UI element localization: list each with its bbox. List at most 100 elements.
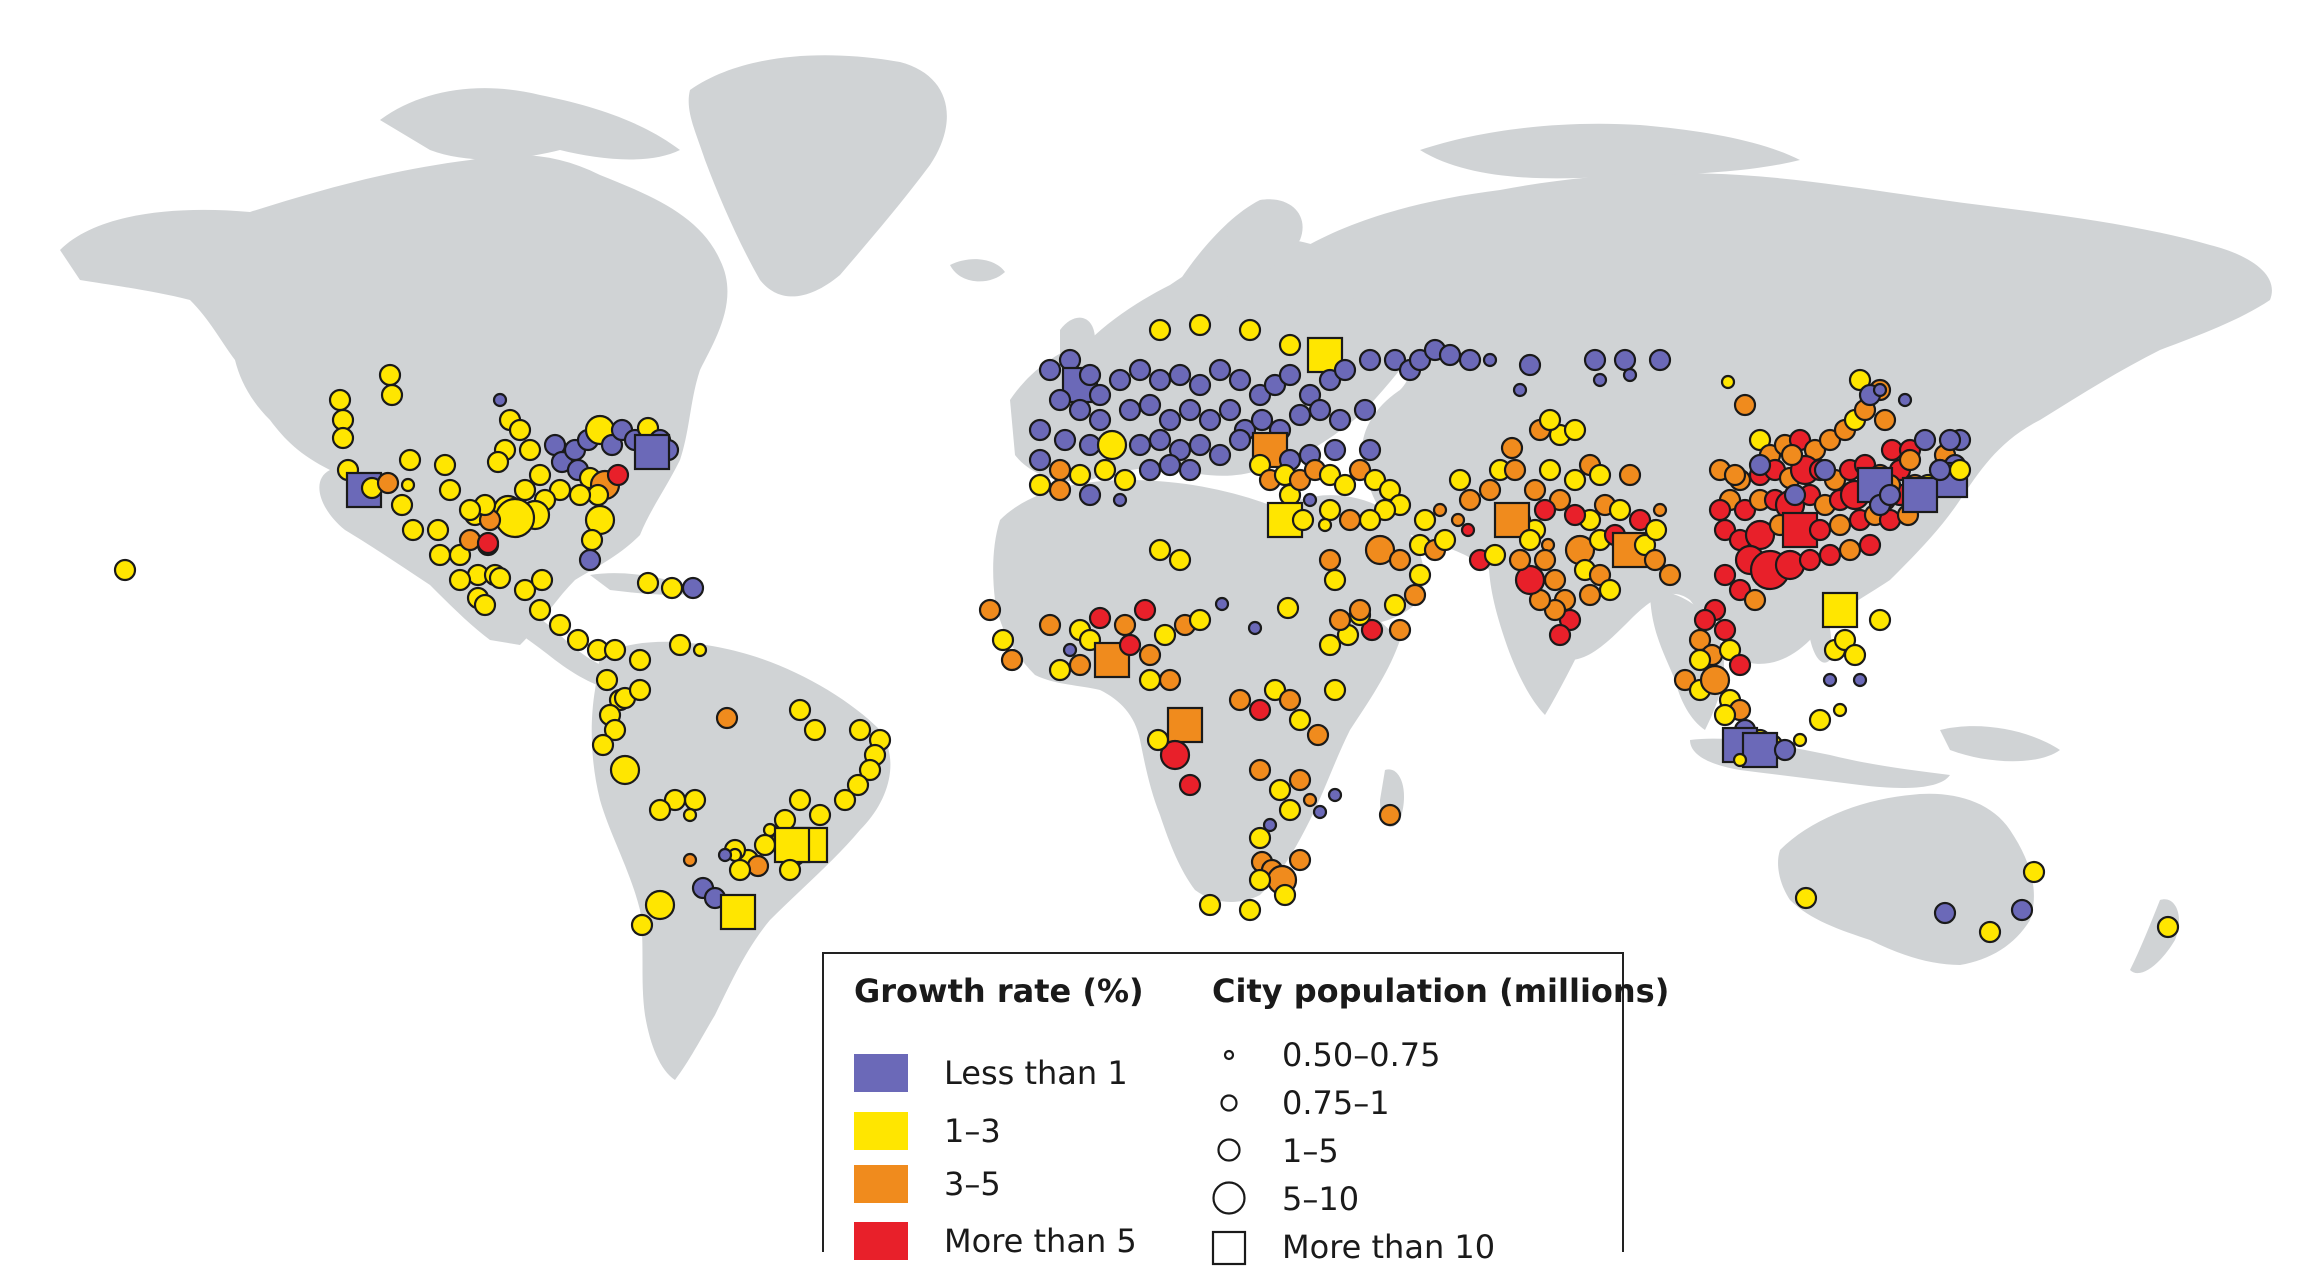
city-marker xyxy=(1302,792,1318,808)
city-marker xyxy=(1378,478,1402,502)
city-marker xyxy=(1048,658,1072,682)
city-marker xyxy=(473,593,497,617)
city-marker xyxy=(1288,768,1312,792)
city-marker xyxy=(628,678,652,702)
city-marker xyxy=(803,718,827,742)
city-marker xyxy=(858,758,882,782)
city-marker xyxy=(1478,478,1502,502)
city-marker xyxy=(1633,533,1657,557)
city-marker xyxy=(1363,468,1387,492)
city-marker xyxy=(1843,643,1867,667)
city-marker xyxy=(1543,598,1567,622)
city-marker xyxy=(1538,458,1562,482)
city-marker xyxy=(488,566,512,590)
city-marker xyxy=(2010,898,2034,922)
city-marker xyxy=(1873,408,1897,432)
iceland xyxy=(950,259,1005,282)
city-marker xyxy=(1699,664,1731,696)
city-marker xyxy=(1383,348,1407,372)
city-marker xyxy=(1138,458,1162,482)
city-marker xyxy=(692,642,708,658)
city-marker-square xyxy=(1821,591,1859,629)
city-marker xyxy=(1118,398,1142,422)
city-marker xyxy=(1598,578,1622,602)
city-marker xyxy=(1278,798,1302,822)
australia xyxy=(1778,793,2034,965)
city-marker xyxy=(1028,418,1052,442)
city-marker xyxy=(778,858,802,882)
city-marker xyxy=(846,773,870,797)
city-marker xyxy=(1038,613,1062,637)
greenland xyxy=(688,55,947,297)
square-icon xyxy=(1211,1230,1247,1266)
city-marker xyxy=(1792,732,1808,748)
city-marker xyxy=(753,833,777,857)
city-marker xyxy=(1138,643,1162,667)
city-marker xyxy=(1774,549,1806,581)
city-marker xyxy=(1713,618,1737,642)
city-marker xyxy=(1733,393,1757,417)
city-marker xyxy=(1291,508,1315,532)
city-marker xyxy=(1158,453,1182,477)
city-marker xyxy=(1548,623,1572,647)
city-marker xyxy=(486,450,510,474)
city-marker xyxy=(1373,498,1397,522)
city-marker xyxy=(1563,418,1587,442)
city-marker xyxy=(1818,428,1842,452)
city-marker xyxy=(1088,383,1112,407)
city-marker xyxy=(1188,608,1212,632)
city-marker xyxy=(1644,518,1668,542)
city-marker xyxy=(1263,373,1287,397)
city-marker xyxy=(1868,608,1892,632)
yellow-swatch xyxy=(854,1112,908,1150)
city-marker xyxy=(428,543,452,567)
city-marker xyxy=(1268,778,1292,802)
central-america xyxy=(470,580,620,690)
city-marker xyxy=(1000,648,1024,672)
city-marker xyxy=(1238,318,1262,342)
city-marker xyxy=(978,598,1002,622)
city-marker xyxy=(1318,548,1342,572)
city-marker xyxy=(1247,620,1263,636)
city-marker xyxy=(1658,563,1682,587)
city-marker xyxy=(1364,534,1396,566)
city-marker xyxy=(728,858,752,882)
city-marker xyxy=(376,471,400,495)
tiny-circle-icon xyxy=(1223,1049,1235,1061)
population-item-more-than-10: More than 10 xyxy=(1211,1228,1592,1268)
city-marker xyxy=(848,718,872,742)
city-marker xyxy=(1353,398,1377,422)
city-marker xyxy=(580,528,604,552)
city-marker xyxy=(1514,564,1546,596)
city-marker xyxy=(1053,428,1077,452)
city-marker xyxy=(746,854,770,878)
city-marker xyxy=(1302,492,1318,508)
city-marker-square xyxy=(1901,476,1939,514)
city-marker xyxy=(1088,408,1112,432)
land-masses xyxy=(60,55,2272,1080)
city-marker xyxy=(1323,678,1347,702)
city-marker xyxy=(1858,533,1882,557)
city-marker-square xyxy=(1093,641,1131,679)
city-marker xyxy=(1038,358,1062,382)
city-marker xyxy=(1168,438,1192,462)
asia xyxy=(1300,173,2272,664)
city-marker xyxy=(401,518,425,542)
city-marker xyxy=(1628,508,1652,532)
city-marker xyxy=(1068,398,1092,422)
city-marker xyxy=(458,498,482,522)
city-marker xyxy=(1588,563,1612,587)
city-marker xyxy=(1312,804,1328,820)
city-marker xyxy=(1358,348,1382,372)
city-marker xyxy=(606,463,630,487)
city-marker xyxy=(476,531,500,555)
city-marker xyxy=(682,852,698,868)
city-marker xyxy=(1783,483,1807,507)
city-marker xyxy=(1938,428,1962,452)
city-marker xyxy=(1808,518,1832,542)
city-marker xyxy=(1112,492,1128,508)
city-marker xyxy=(1208,358,1232,382)
city-marker xyxy=(1348,458,1372,482)
city-marker xyxy=(1408,348,1432,372)
city-marker xyxy=(1548,488,1572,512)
